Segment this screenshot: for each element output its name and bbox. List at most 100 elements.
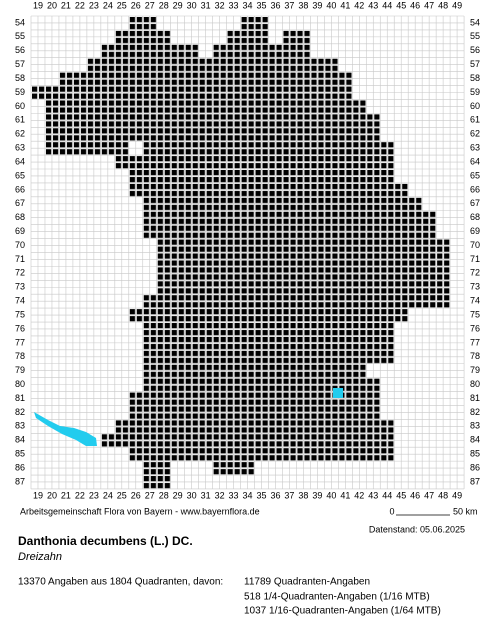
row-label: 56 [470, 45, 480, 55]
row-label: 68 [15, 212, 25, 222]
row-label: 72 [15, 268, 25, 278]
row-label: 63 [15, 143, 25, 153]
row-label: 74 [470, 296, 480, 306]
row-label: 54 [470, 17, 480, 27]
occurrence-span [226, 29, 269, 44]
occurrence-span [114, 419, 395, 434]
column-label: 30 [187, 0, 197, 10]
row-label: 75 [15, 309, 25, 319]
column-label: 22 [75, 490, 85, 500]
row-label: 83 [470, 421, 480, 431]
row-label: 71 [15, 254, 25, 264]
row-label: 87 [470, 476, 480, 486]
column-label: 25 [117, 0, 127, 10]
row-label: 73 [470, 282, 480, 292]
row-label: 61 [15, 115, 25, 125]
column-label: 19 [33, 0, 43, 10]
row-label: 82 [470, 407, 480, 417]
row-label: 62 [15, 129, 25, 139]
row-label: 80 [470, 379, 480, 389]
column-label: 31 [201, 490, 211, 500]
occurrence-span [142, 461, 171, 476]
row-label: 87 [15, 476, 25, 486]
column-label: 26 [131, 490, 141, 500]
row-label: 77 [15, 337, 25, 347]
row-label: 81 [15, 393, 25, 403]
occurrence-span [142, 475, 171, 489]
row-label: 73 [15, 282, 25, 292]
column-label: 23 [89, 490, 99, 500]
column-label: 32 [215, 490, 225, 500]
summary: 13370 Angaben aus 1804 Quadranten, davon… [18, 577, 223, 588]
occurrence-span [128, 405, 381, 420]
occurrence-span [156, 280, 451, 295]
column-label: 26 [131, 0, 141, 10]
column-label: 20 [47, 0, 57, 10]
column-label: 45 [396, 0, 406, 10]
column-label: 29 [173, 0, 183, 10]
column-label: 34 [243, 490, 253, 500]
column-label: 37 [284, 0, 294, 10]
column-label: 36 [270, 0, 280, 10]
row-label: 59 [15, 87, 25, 97]
row-label: 69 [15, 226, 25, 236]
column-label: 44 [382, 490, 392, 500]
stat-line: 11789 Quadranten-Angaben [244, 577, 370, 588]
row-label: 56 [15, 45, 25, 55]
occurrence-span [142, 335, 395, 350]
row-label: 65 [470, 170, 480, 180]
row-label: 74 [15, 296, 25, 306]
occurrence-span [128, 182, 409, 197]
occurrence-span [128, 16, 157, 30]
occurrence-span [114, 29, 171, 44]
row-label: 84 [15, 435, 25, 445]
row-label: 83 [15, 421, 25, 431]
column-label: 42 [354, 490, 364, 500]
row-label: 82 [15, 407, 25, 417]
occurrence-span [212, 461, 255, 476]
row-label: 86 [15, 462, 25, 472]
column-label: 41 [340, 490, 350, 500]
column-label: 48 [438, 0, 448, 10]
column-label: 23 [89, 0, 99, 10]
scale-start: 0 [389, 506, 394, 516]
row-label: 69 [470, 226, 480, 236]
column-label: 19 [33, 490, 43, 500]
row-label: 81 [470, 393, 480, 403]
row-label: 60 [15, 101, 25, 111]
column-label: 47 [424, 490, 434, 500]
occurrence-span [212, 43, 311, 58]
column-label: 32 [215, 0, 225, 10]
column-label: 43 [368, 490, 378, 500]
lake [333, 388, 343, 398]
scale-end: 50 km [453, 506, 478, 516]
column-label: 22 [75, 0, 85, 10]
occurrence-span [100, 433, 395, 448]
column-label: 38 [298, 0, 308, 10]
species-name: Danthonia decumbens (L.) DC. [18, 534, 193, 548]
occurrence-span [86, 57, 339, 72]
column-label: 34 [243, 0, 253, 10]
column-label: 31 [201, 0, 211, 10]
column-label: 39 [312, 490, 322, 500]
occurrence-span [44, 99, 367, 114]
row-label: 78 [470, 351, 480, 361]
occurrence-span [128, 391, 381, 406]
row-label: 70 [15, 240, 25, 250]
column-label: 49 [452, 0, 462, 10]
column-label: 40 [326, 490, 336, 500]
occurrence-span [128, 447, 395, 462]
common-name: Dreizahn [18, 551, 62, 563]
occurrence-span [156, 238, 451, 253]
stat-line: 1037 1/16-Quadranten-Angaben (1/64 MTB) [244, 606, 441, 617]
occurrence-span [142, 210, 437, 225]
occurrence-span [31, 85, 353, 100]
column-label: 35 [256, 490, 266, 500]
column-label: 46 [410, 490, 420, 500]
column-label: 27 [145, 490, 155, 500]
column-label: 20 [47, 490, 57, 500]
occurrence-span [142, 294, 451, 309]
column-label: 42 [354, 0, 364, 10]
row-label: 78 [15, 351, 25, 361]
